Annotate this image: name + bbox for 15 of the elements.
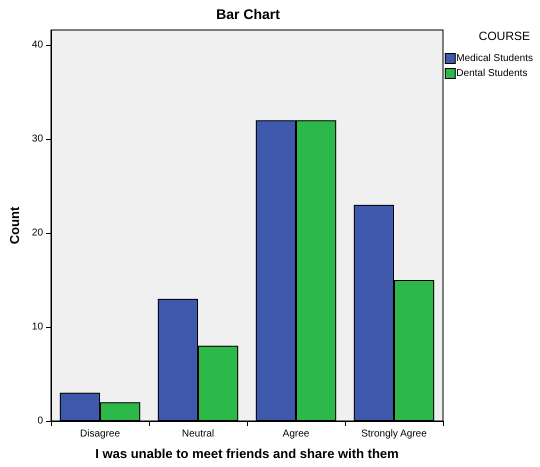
x-axis-title: I was unable to meet friends and share with them bbox=[95, 446, 399, 461]
y-tick-label: 0 bbox=[37, 416, 44, 426]
y-tick-label: 10 bbox=[32, 322, 44, 333]
x-tick-label: Strongly Agree bbox=[361, 428, 428, 440]
x-tick-label: Disagree bbox=[80, 428, 120, 440]
y-tick-label: 40 bbox=[32, 40, 44, 51]
legend-title: COURSE bbox=[478, 29, 530, 43]
x-tick-label: Agree bbox=[282, 428, 310, 440]
x-tick-label: Neutral bbox=[182, 428, 214, 440]
y-tick-label: 30 bbox=[32, 134, 44, 145]
chart-title: Bar Chart bbox=[216, 6, 280, 22]
legend-label: Medical Students bbox=[456, 53, 534, 64]
y-tick-label: 20 bbox=[32, 228, 44, 239]
y-axis-title: Count bbox=[7, 206, 22, 244]
legend-label: Dental Students bbox=[456, 68, 528, 79]
